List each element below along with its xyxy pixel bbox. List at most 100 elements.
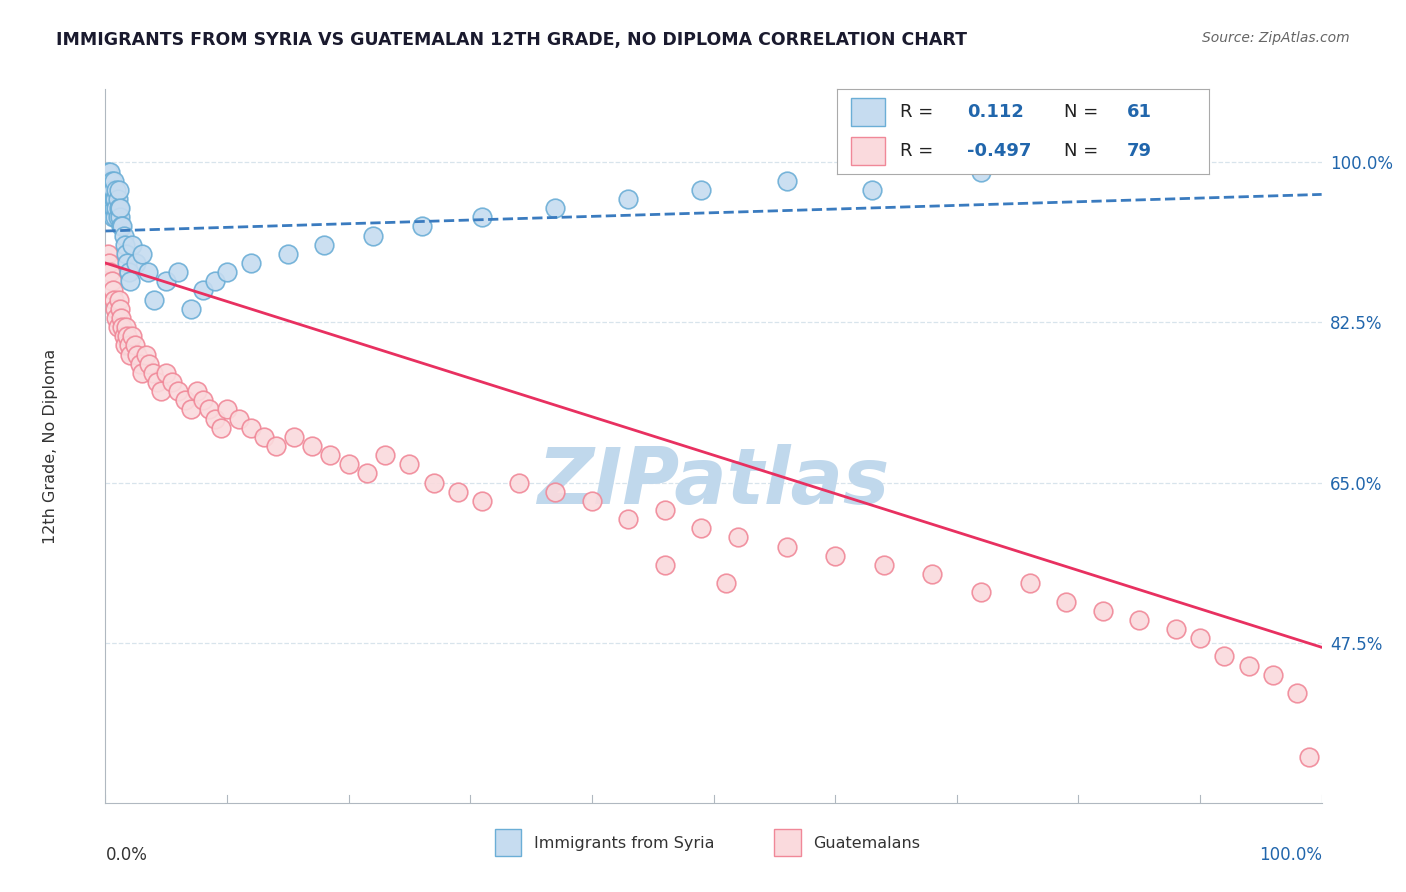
Point <box>100 274 122 288</box>
Point <box>138 357 160 371</box>
Point <box>970 164 993 178</box>
Point <box>180 301 202 316</box>
Point <box>423 475 446 490</box>
Point <box>1018 576 1040 591</box>
Point <box>105 310 128 325</box>
Point <box>103 293 125 307</box>
Point <box>135 347 157 361</box>
Point <box>775 174 797 188</box>
Point <box>111 219 134 234</box>
Point <box>125 347 148 361</box>
Point <box>96 183 118 197</box>
Point <box>1164 622 1187 636</box>
Point <box>104 301 127 316</box>
Text: 0.0%: 0.0% <box>105 846 148 863</box>
Text: ZIPatlas: ZIPatlas <box>537 443 890 520</box>
Point <box>121 237 143 252</box>
Point <box>150 384 173 398</box>
Point <box>581 494 603 508</box>
Point <box>117 329 139 343</box>
Point <box>186 384 208 398</box>
Point <box>337 458 360 472</box>
Point <box>508 475 530 490</box>
Point <box>97 164 120 178</box>
Point <box>125 256 148 270</box>
Bar <box>852 136 884 165</box>
Text: 0.112: 0.112 <box>967 103 1024 121</box>
Point <box>1237 658 1260 673</box>
Point <box>97 192 120 206</box>
Point <box>690 183 713 197</box>
Point <box>690 521 713 535</box>
Point <box>114 338 136 352</box>
Point <box>301 439 323 453</box>
Point <box>110 310 132 325</box>
Point <box>1091 155 1114 169</box>
Point <box>145 375 167 389</box>
Point <box>118 347 141 361</box>
Point <box>98 183 121 197</box>
Point <box>104 211 127 225</box>
Point <box>471 494 494 508</box>
Point <box>162 375 184 389</box>
Point <box>204 411 226 425</box>
Text: R =: R = <box>900 142 934 160</box>
Point <box>121 329 143 343</box>
Point <box>117 338 139 352</box>
Point <box>860 183 883 197</box>
Point <box>180 402 202 417</box>
Point <box>108 211 131 225</box>
Point <box>98 192 121 206</box>
Point <box>101 211 124 225</box>
Point <box>1128 613 1150 627</box>
Point <box>240 420 263 434</box>
Point <box>191 393 214 408</box>
Point <box>98 256 121 270</box>
Point <box>97 247 120 261</box>
Point <box>921 567 943 582</box>
Point <box>155 366 177 380</box>
Point <box>277 247 299 261</box>
Point <box>1189 631 1212 645</box>
Point <box>617 192 640 206</box>
Point <box>107 211 129 225</box>
Point <box>101 284 124 298</box>
Point <box>544 484 567 499</box>
Point <box>98 174 121 188</box>
Point <box>873 558 896 572</box>
Point <box>173 393 195 408</box>
Point <box>319 448 342 462</box>
Point <box>228 411 250 425</box>
Point <box>96 201 118 215</box>
Point <box>98 201 121 215</box>
Point <box>111 320 134 334</box>
Point <box>131 247 153 261</box>
Text: Guatemalans: Guatemalans <box>813 836 921 851</box>
Text: 79: 79 <box>1128 142 1152 160</box>
Point <box>544 201 567 215</box>
Point <box>103 192 125 206</box>
Point <box>118 274 141 288</box>
Point <box>108 293 131 307</box>
Point <box>714 576 737 591</box>
Point <box>374 448 396 462</box>
Text: N =: N = <box>1064 103 1098 121</box>
Text: R =: R = <box>900 103 934 121</box>
Point <box>824 549 846 563</box>
Point <box>97 174 120 188</box>
Point <box>217 402 239 417</box>
Point <box>356 467 378 481</box>
Point <box>970 585 993 599</box>
Point <box>117 256 139 270</box>
Point <box>775 540 797 554</box>
Point <box>103 201 125 215</box>
Point <box>240 256 263 270</box>
Point <box>101 183 124 197</box>
Point <box>124 338 146 352</box>
Text: 61: 61 <box>1128 103 1152 121</box>
Point <box>98 164 121 178</box>
Text: -0.497: -0.497 <box>967 142 1032 160</box>
Point <box>105 201 128 215</box>
Point <box>110 219 132 234</box>
Point <box>112 329 135 343</box>
